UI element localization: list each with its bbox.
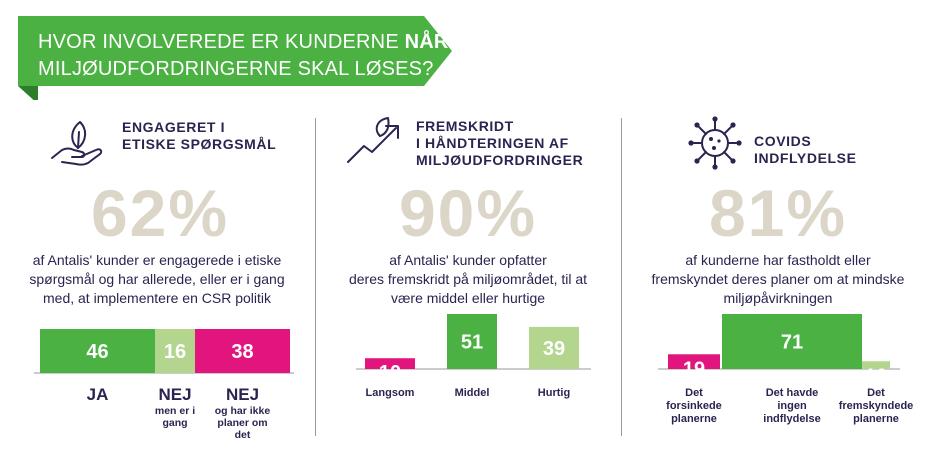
- heading-line: COVIDS: [754, 133, 812, 149]
- title-line1-bold: NÅR: [404, 31, 449, 53]
- column-divider: [315, 118, 316, 436]
- category-label: Hurtig: [538, 387, 570, 399]
- heading-line: ETISKE SPØRGSMÅL: [122, 136, 277, 152]
- panel-ethics: ENGAGERET I ETISKE SPØRGSMÅL 62% af Anta…: [0, 0, 315, 449]
- hand-leaf-icon: [51, 121, 103, 166]
- bar: [195, 329, 290, 373]
- bar: [155, 329, 195, 373]
- description-line: miljøpåvirkningen: [723, 290, 833, 306]
- percentage-value: 62%: [90, 176, 230, 250]
- heading-line: I HÅNDTERINGEN AF: [416, 135, 569, 151]
- category-label: Middel: [455, 387, 490, 399]
- heading-line: MILJØUDFORDRINGER: [416, 152, 584, 168]
- category-sublabel: men er i: [155, 405, 195, 417]
- bar: [447, 314, 497, 369]
- description-line: af Antalis' kunder er engagerede i etisk…: [32, 252, 282, 268]
- category-label: NEJ: [158, 385, 191, 404]
- bar: [529, 326, 579, 369]
- category-sublabel: og har ikke: [215, 405, 271, 417]
- data-label: 51: [461, 332, 483, 354]
- data-label: 19: [683, 358, 705, 380]
- description-line: med, at implementere en CSR politik: [43, 290, 271, 306]
- bar: [365, 358, 415, 369]
- panel-progress: FREMSKRIDT I HÅNDTERINGEN AF MILJØUDFORD…: [316, 0, 621, 449]
- category-label: Langsom: [366, 387, 415, 399]
- category-label: indflydelse: [763, 413, 820, 425]
- category-label: Det havde: [766, 387, 819, 399]
- trend-arrow-icon: [347, 117, 399, 163]
- data-label: 16: [164, 341, 186, 363]
- data-label: 39: [543, 338, 565, 360]
- description-line: af kunderne har fastholdt eller: [685, 252, 871, 268]
- chart-progress: 10 Langsom 51 Middel 39 Hurtig: [356, 314, 591, 399]
- category-label: planerne: [853, 413, 899, 425]
- panel-heading: ENGAGERET I ETISKE SPØRGSMÅL: [122, 119, 276, 153]
- bar: [668, 354, 720, 369]
- category-label: fremskyndede: [839, 400, 914, 412]
- data-label: 71: [781, 332, 803, 354]
- data-label: 10: [379, 362, 401, 384]
- title-banner: HVOR INVOLVEREDE ER KUNDERNE NÅR MILJØUD…: [0, 0, 950, 100]
- title-line2: MILJØUDFORDRINGERNE SKAL LØSES?: [38, 58, 434, 80]
- category-label: JA: [87, 385, 109, 404]
- panel-heading: FREMSKRIDT I HÅNDTERINGEN AF MILJØUDFORD…: [416, 118, 583, 169]
- description-line: være middel eller hurtige: [390, 290, 546, 306]
- heading-line: INDFLYDELSE: [754, 150, 857, 166]
- category-sublabel: planer om: [217, 417, 267, 429]
- banner-shape: [18, 16, 452, 100]
- category-label: Det: [685, 387, 703, 399]
- category-sublabel: gang: [162, 417, 187, 429]
- description-line: fremskyndet deres planer om at mindske: [651, 271, 905, 287]
- panel-heading: COVIDS INDFLYDELSE: [754, 133, 857, 167]
- heading-line: ENGAGERET I: [122, 119, 226, 135]
- category-sublabel: det: [235, 429, 251, 441]
- bar: [722, 314, 862, 369]
- percentage-value: 81%: [708, 176, 848, 250]
- bar: [862, 361, 890, 369]
- description-line: deres fremskridt på miljøområdet, til at: [348, 271, 588, 287]
- bar: [40, 329, 155, 373]
- panel-covid: COVIDS INDFLYDELSE 81% af kunderne har f…: [622, 0, 950, 449]
- category-label: planerne: [671, 413, 717, 425]
- category-label: ingen: [777, 400, 807, 412]
- page-title: HVOR INVOLVEREDE ER KUNDERNE NÅR MILJØUD…: [38, 29, 449, 83]
- category-label: forsinkede: [666, 400, 722, 412]
- panel-description: af Antalis' kunder er engagerede i etisk…: [12, 251, 302, 308]
- data-label: 46: [86, 341, 108, 363]
- percentage-value: 90%: [398, 176, 538, 250]
- description-line: af Antalis' kunder opfatter: [389, 252, 547, 268]
- category-label: Det: [867, 387, 885, 399]
- panel-description: af kunderne har fastholdt eller fremskyn…: [628, 251, 928, 308]
- category-label: NEJ: [226, 385, 259, 404]
- virus-icon: [688, 116, 742, 170]
- column-divider: [621, 118, 622, 436]
- panel-description: af Antalis' kunder opfatter deres fremsk…: [318, 251, 618, 308]
- data-label: 38: [231, 341, 253, 363]
- description-line: spørgsmål og har allerede, eller er i ga…: [29, 271, 285, 287]
- data-label: 10: [865, 365, 887, 387]
- title-line1-regular: HVOR INVOLVEREDE ER KUNDERNE: [38, 31, 405, 53]
- heading-line: FREMSKRIDT: [416, 118, 514, 134]
